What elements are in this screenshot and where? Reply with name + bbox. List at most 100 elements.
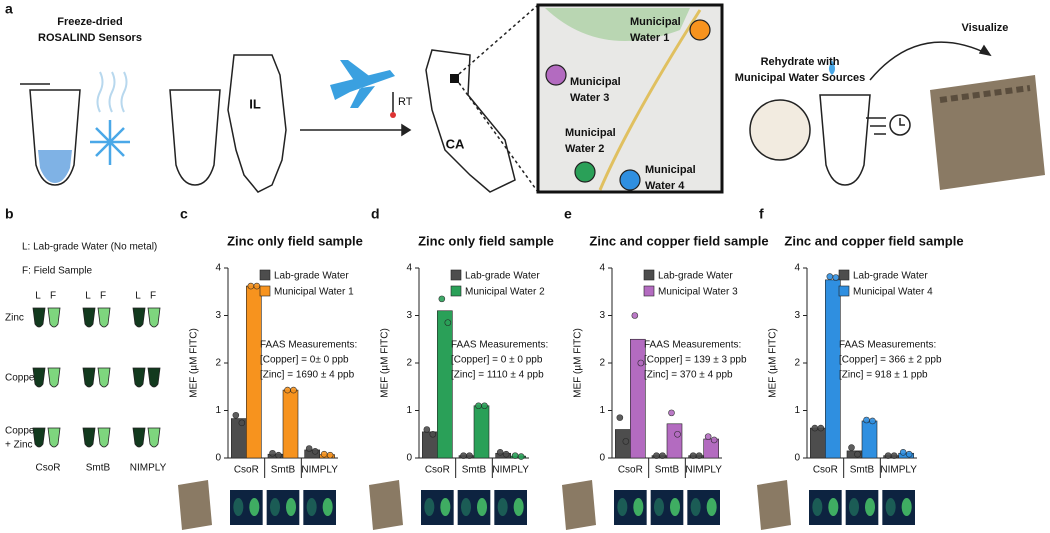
photo-glow <box>270 498 280 516</box>
replicate-point <box>247 282 255 290</box>
legend-swatch <box>643 285 655 297</box>
replicate-point <box>854 450 861 458</box>
photo-glow <box>286 498 296 516</box>
column-head: L <box>85 291 91 302</box>
bar <box>861 420 878 459</box>
replicate-point <box>305 445 313 452</box>
y-axis-label: MEF (µM FITC) <box>768 328 779 398</box>
photo-glow <box>885 498 896 516</box>
bar <box>666 423 683 459</box>
tube <box>97 427 111 448</box>
tube <box>82 367 96 388</box>
legend-swatch <box>838 285 850 297</box>
replicate-point <box>616 414 624 421</box>
annotation: FAAS Measurements: <box>260 340 357 351</box>
tube <box>147 307 161 328</box>
photo-glow <box>654 498 664 516</box>
photo-glow <box>322 498 333 516</box>
sensor-label: NIMPLY <box>130 463 167 474</box>
replicate-point <box>496 448 504 456</box>
photo-glow <box>249 498 260 516</box>
x-tick-label: SmtB <box>850 465 875 476</box>
site-label: Municipal <box>630 16 681 28</box>
tube <box>47 367 61 388</box>
legend-swatch <box>450 269 462 281</box>
legend-swatch <box>838 269 850 281</box>
chart-title: Zinc only field sample <box>418 233 554 248</box>
site-label: Municipal <box>645 164 696 176</box>
tube <box>132 367 146 388</box>
bar <box>810 427 826 459</box>
replicate-point <box>884 452 892 459</box>
tube <box>32 427 46 448</box>
photo-glow <box>849 498 859 516</box>
bar <box>437 310 453 459</box>
legend-swatch <box>450 285 462 297</box>
replicate-point <box>481 402 488 410</box>
replicate-point <box>275 451 282 459</box>
tube <box>97 307 111 328</box>
cartridge-icon <box>178 480 212 530</box>
legend-label: Municipal Water 2 <box>465 287 545 298</box>
chart-title: Zinc and copper field sample <box>589 233 768 248</box>
cartridge-icon <box>757 480 791 530</box>
panel-letter: b <box>5 206 14 222</box>
x-tick-label: CsoR <box>234 465 259 476</box>
site-label: Water 4 <box>645 180 685 192</box>
panel-letter: c <box>180 206 188 222</box>
site-marker <box>689 19 711 41</box>
replicate-point <box>899 448 907 456</box>
tube <box>82 307 96 328</box>
site-label: Municipal <box>570 76 621 88</box>
replicate-point <box>320 450 328 458</box>
legend-label: Lab-grade Water <box>465 271 540 282</box>
annotation: FAAS Measurements: <box>644 340 741 351</box>
photo-glow <box>513 498 524 516</box>
legend-swatch <box>259 285 271 297</box>
column-head: L <box>35 291 41 302</box>
replicate-point <box>674 430 681 438</box>
replicate-point <box>637 359 645 367</box>
annotation: [Copper] = 0± 0 ppb <box>260 355 349 366</box>
photo-glow <box>440 498 451 516</box>
replicate-point <box>668 409 675 417</box>
y-tick-label: 4 <box>215 263 221 274</box>
y-tick-label: 2 <box>406 358 412 369</box>
x-tick-label: NIMPLY <box>492 465 529 476</box>
replicate-point <box>811 424 819 432</box>
replicate-point <box>863 416 870 424</box>
cartridge-icon <box>369 480 403 530</box>
annotation: [Zinc] = 918 ± 1 ppb <box>839 370 928 381</box>
photo-glow <box>633 498 644 516</box>
y-axis-label: MEF (µM FITC) <box>189 328 200 398</box>
legend-text: F: Field Sample <box>22 266 92 277</box>
site-label: Water 2 <box>565 143 604 155</box>
replicate-point <box>438 295 446 303</box>
replicate-point <box>890 452 898 459</box>
legend-text: L: Lab-grade Water (No metal) <box>22 242 157 253</box>
panel-letter: d <box>371 206 380 222</box>
y-tick-label: 4 <box>794 263 800 274</box>
y-tick-label: 2 <box>794 358 800 369</box>
legend-label: Municipal Water 1 <box>274 287 354 298</box>
legend-label: Lab-grade Water <box>658 271 733 282</box>
y-tick-label: 2 <box>599 358 605 369</box>
y-tick-label: 4 <box>406 263 412 274</box>
column-head: F <box>50 291 56 302</box>
replicate-point <box>826 273 834 280</box>
y-tick-label: 4 <box>599 263 605 274</box>
replicate-point <box>269 449 276 457</box>
y-tick-label: 1 <box>406 405 412 416</box>
annotation: [Zinc] = 1110 ± 4 ppb <box>451 370 544 381</box>
photo-glow <box>828 498 839 516</box>
y-tick-label: 0 <box>599 453 605 464</box>
site-label: Water 1 <box>630 32 669 44</box>
bar <box>825 279 841 459</box>
y-tick-label: 2 <box>215 358 221 369</box>
y-axis-label: MEF (µM FITC) <box>380 328 391 398</box>
photo-glow <box>706 498 717 516</box>
legend-label: Lab-grade Water <box>274 271 349 282</box>
legend-label: Lab-grade Water <box>853 271 928 282</box>
panel-letter: f <box>759 206 764 222</box>
row-label: Zinc <box>5 313 24 324</box>
